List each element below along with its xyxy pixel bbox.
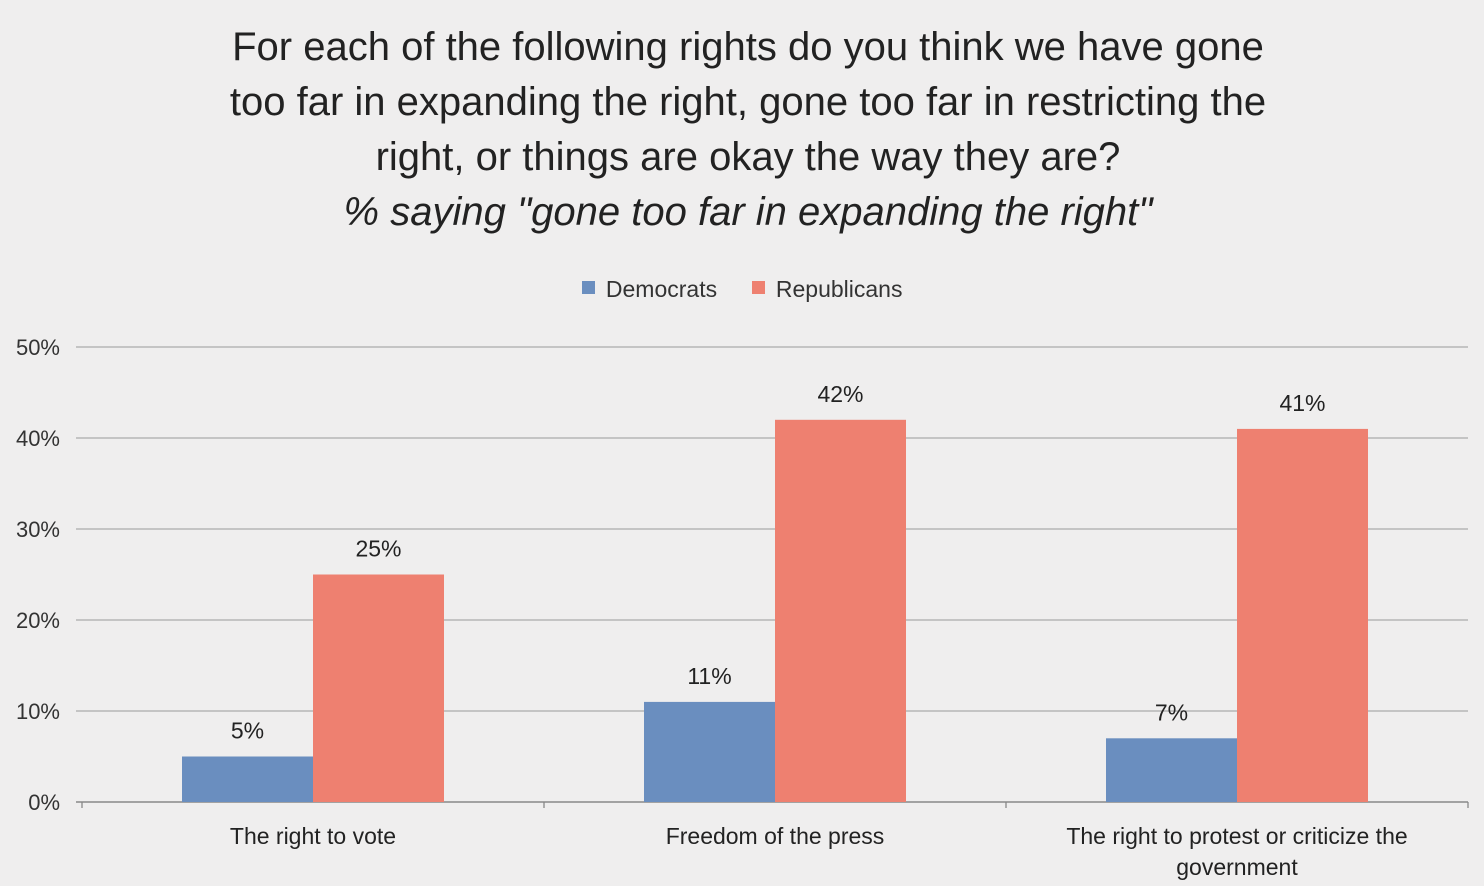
data-label: 25% (355, 536, 401, 562)
chart-title-line-1: For each of the following rights do you … (232, 25, 1264, 69)
data-label: 5% (231, 718, 264, 744)
data-label: 42% (817, 381, 863, 407)
chart-subtitle: % saying "gone too far in expanding the … (343, 190, 1153, 234)
bar-republicans (1237, 428, 1368, 802)
legend-item-republicans: Republicans (751, 276, 903, 303)
bar-democrats (182, 756, 313, 802)
bar-democrats (644, 701, 775, 802)
data-label: 41% (1279, 390, 1325, 416)
legend-swatch-democrats (581, 281, 595, 294)
legend-label-democrats: Democrats (605, 276, 718, 302)
x-category-label: government (1176, 854, 1298, 880)
data-label: 11% (687, 663, 731, 689)
y-tick-label: 0% (28, 790, 60, 815)
legend-item-democrats: Democrats (581, 276, 718, 303)
bar-republicans (313, 574, 444, 802)
y-tick-label: 40% (16, 426, 60, 451)
data-label: 7% (1155, 699, 1188, 725)
y-tick-label: 10% (16, 699, 60, 724)
y-tick-label: 30% (16, 517, 60, 542)
y-tick-label: 20% (16, 608, 60, 633)
x-category-label: The right to vote (230, 823, 396, 849)
y-tick-label: 50% (16, 335, 60, 360)
x-category-label: The right to protest or criticize the (1066, 823, 1407, 849)
chart-title-line-3: right, or things are okay the way they a… (375, 135, 1121, 179)
bar-democrats (1106, 738, 1237, 802)
chart-title: For each of the following rights do you … (80, 20, 1416, 240)
bar-republicans (775, 419, 906, 802)
legend-label-republicans: Republicans (775, 276, 903, 302)
chart-legend: Democrats Republicans (0, 276, 1484, 303)
legend-swatch-republicans (751, 281, 765, 294)
x-category-label: Freedom of the press (666, 823, 885, 849)
chart-title-line-2: too far in expanding the right, gone too… (229, 80, 1267, 124)
